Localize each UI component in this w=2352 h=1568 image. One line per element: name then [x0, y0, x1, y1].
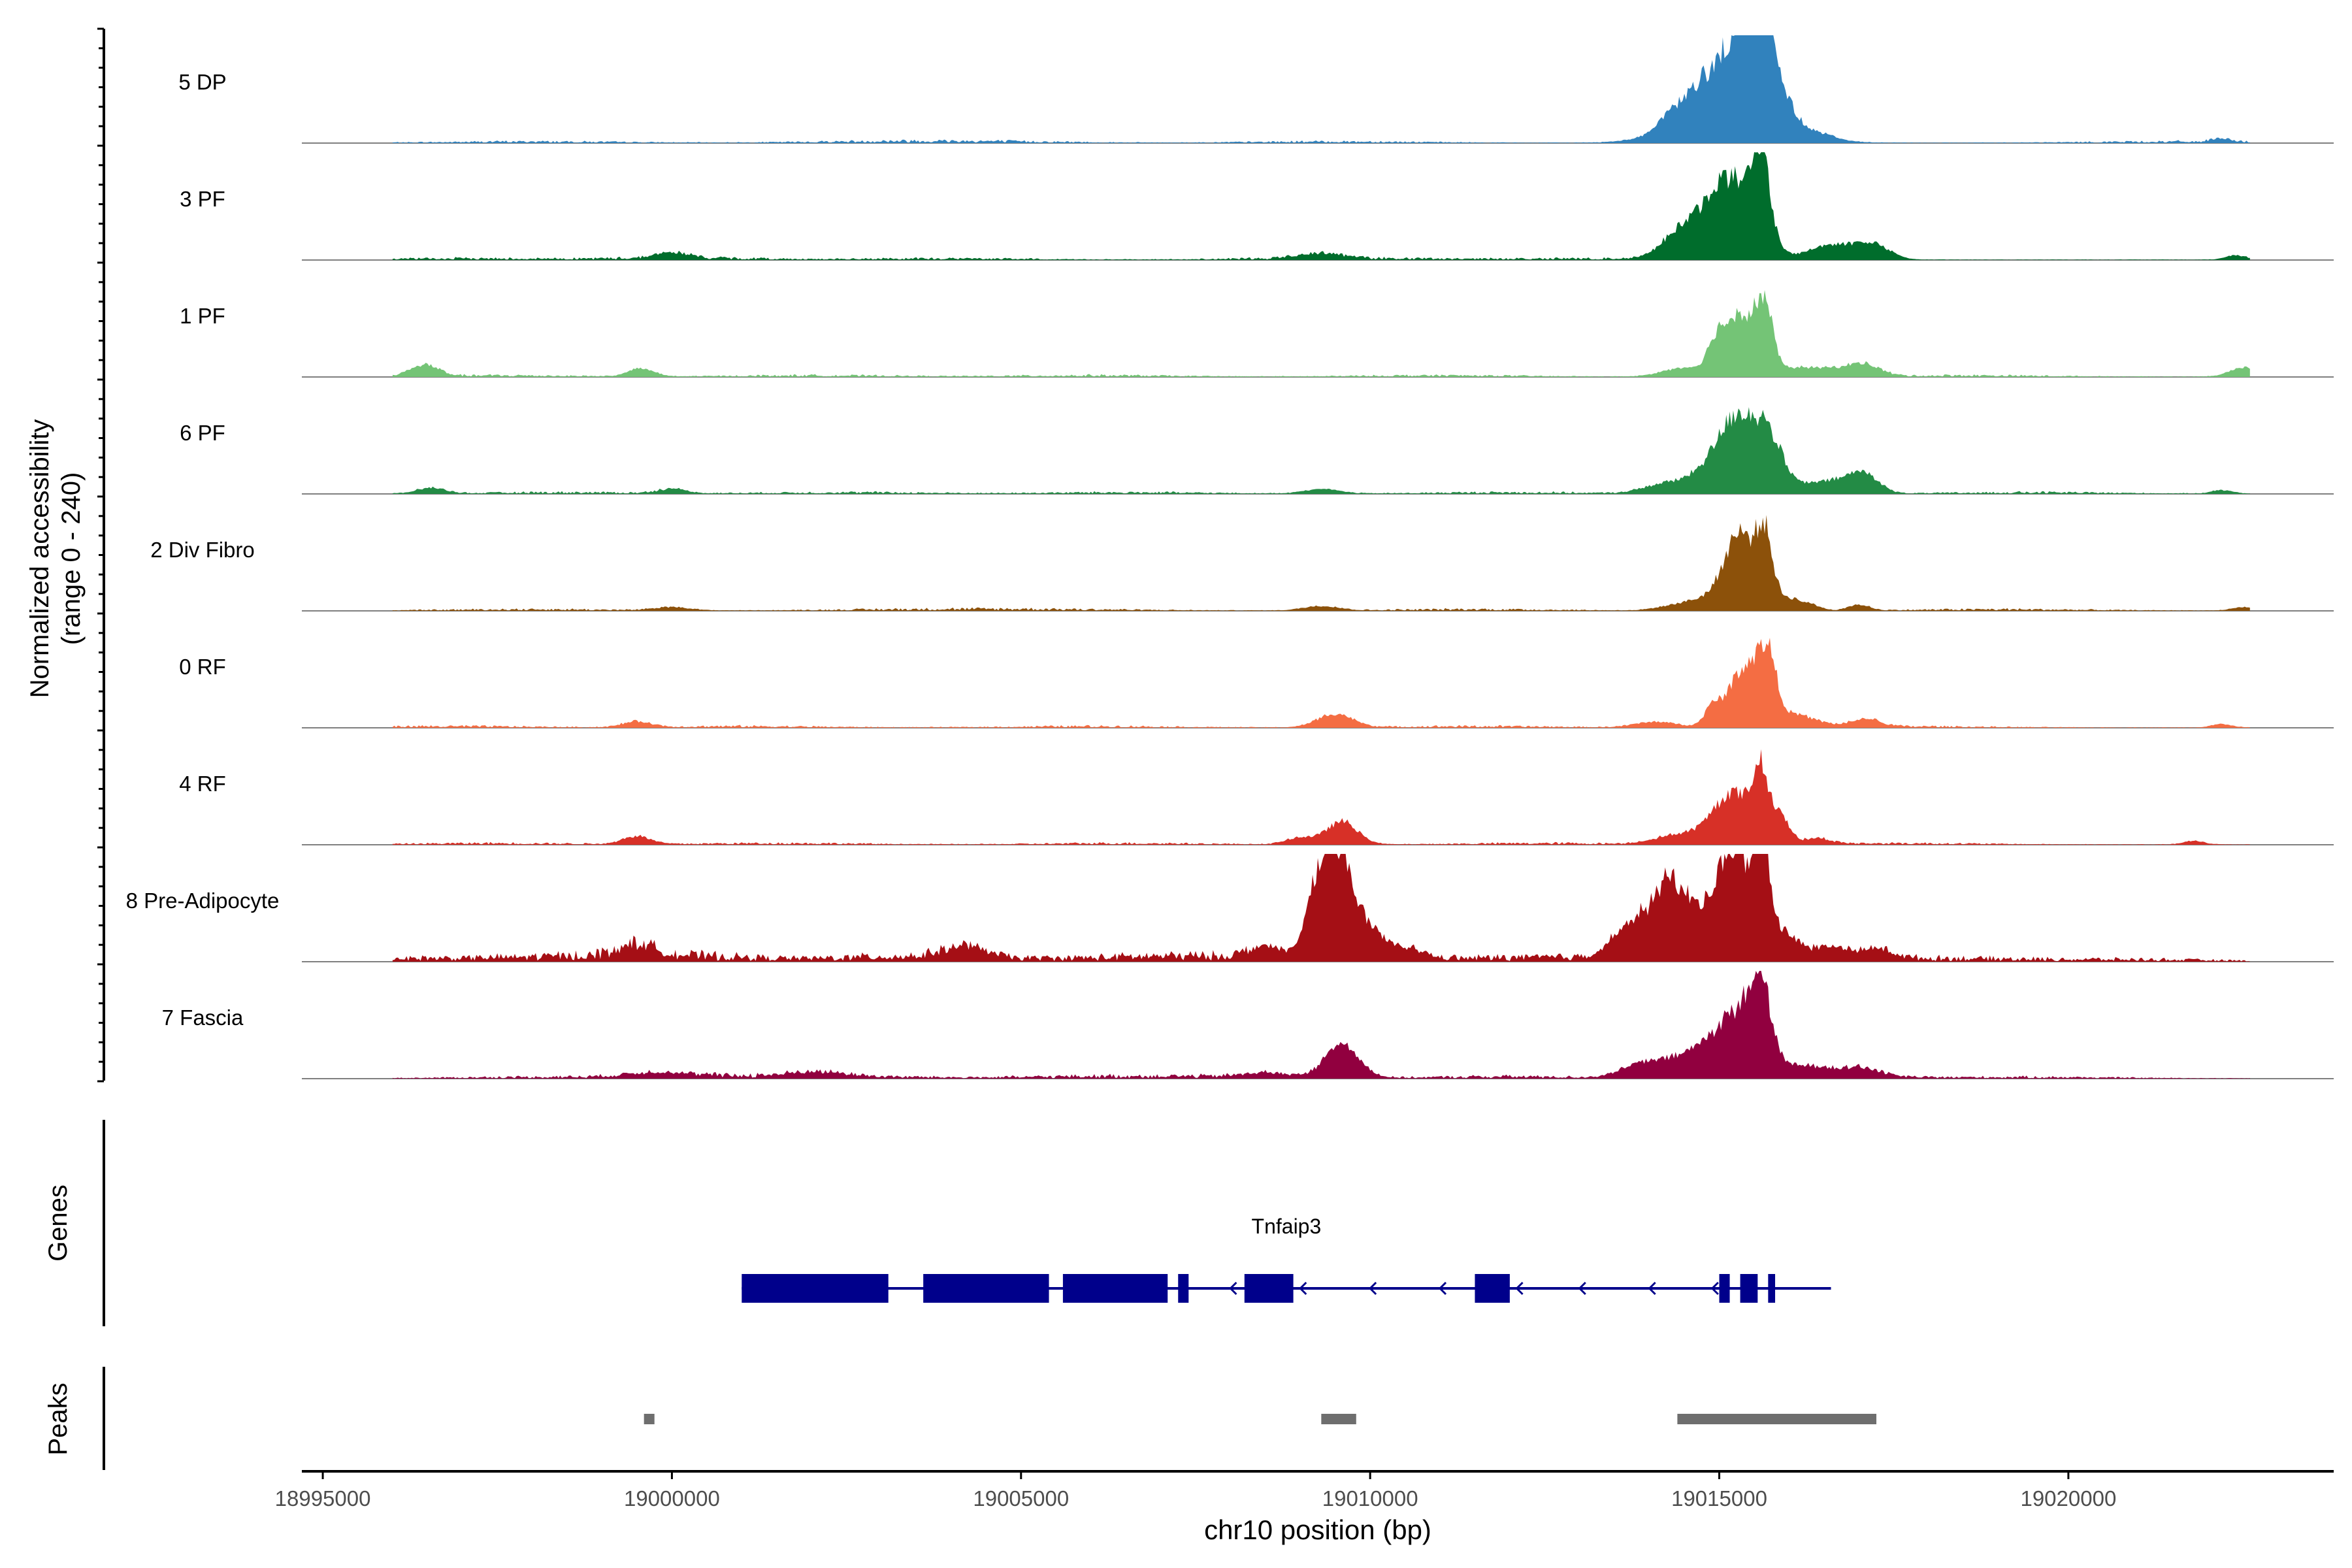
gene-track: Genes Tnfaip3 [44, 1120, 1831, 1326]
track-label: 7 Fascia [162, 1005, 244, 1030]
strand-arrow [1229, 1281, 1237, 1296]
coverage-area [392, 515, 2250, 611]
gene-exon [1244, 1274, 1294, 1303]
x-tick-label: 19015000 [1671, 1486, 1767, 1511]
strand-arrow [1710, 1281, 1719, 1296]
strand-arrow [1515, 1281, 1524, 1296]
track-label: 4 RF [179, 772, 226, 796]
peaks-track: Peaks [44, 1367, 1876, 1470]
coverage-area [392, 854, 2250, 962]
track-5-dp: 5 DP [178, 35, 2334, 144]
gene-exon [1719, 1274, 1730, 1303]
coverage-area [392, 35, 2250, 143]
gene-exon [742, 1274, 889, 1303]
track-3-pf: 3 PF [180, 152, 2334, 261]
x-tick-label: 19020000 [2020, 1486, 2116, 1511]
y-axis-label-line1: Normalized accessibility [25, 419, 54, 698]
track-label: 2 Div Fibro [150, 538, 255, 562]
strand-arrow [1299, 1281, 1307, 1296]
track-label: 0 RF [179, 655, 226, 679]
track-label: 6 PF [180, 421, 225, 445]
coverage-area [392, 289, 2250, 377]
track-6-pf: 6 PF [180, 407, 2334, 495]
x-tick-label: 18995000 [275, 1486, 371, 1511]
track-label: 1 PF [180, 304, 225, 328]
x-axis: 18995000 19000000 19005000 19010000 19015000… [275, 1470, 2334, 1545]
strand-arrow [1438, 1281, 1447, 1296]
coverage-area [392, 638, 2250, 728]
strand-arrow [1369, 1281, 1377, 1296]
coverage-area [392, 971, 2250, 1079]
gene-exon [1768, 1274, 1776, 1303]
track-4-rf: 4 RF [179, 749, 2334, 845]
gene-exon [1475, 1274, 1510, 1303]
track-label: 8 Pre-Adipocyte [126, 889, 280, 913]
gene-exon [1062, 1274, 1168, 1303]
peak-region [1677, 1414, 1876, 1424]
gene-exon [923, 1274, 1049, 1303]
y-axis-ticks [97, 27, 104, 1083]
coverage-tracks: 5 DP 3 PF 1 PF 6 PF 2 Div Fibro 0 RF 4 RF 8 Pre… [126, 35, 2334, 1079]
track-8-pre-adipocyte: 8 Pre-Adipocyte [126, 854, 2334, 962]
coverage-area [392, 749, 2250, 845]
strand-arrow [1578, 1281, 1586, 1296]
coverage-area [392, 407, 2250, 494]
gene-exon [1740, 1274, 1758, 1303]
track-0-rf: 0 RF [179, 638, 2334, 728]
strand-arrow [1648, 1281, 1656, 1296]
peaks-panel-label: Peaks [44, 1382, 73, 1455]
peak-region [644, 1414, 655, 1424]
x-axis-ticks: 18995000 19000000 19005000 19010000 19015000… [275, 1471, 2116, 1511]
coverage-area [392, 152, 2250, 260]
genes-panel-label: Genes [44, 1184, 73, 1262]
gene-strand-arrows [1229, 1281, 1719, 1296]
track-2-div-fibro: 2 Div Fibro [150, 515, 2334, 612]
x-tick-label: 19005000 [973, 1486, 1069, 1511]
track-label: 5 DP [178, 70, 226, 94]
gene-exons [742, 1274, 1776, 1303]
gene-exon [1178, 1274, 1189, 1303]
x-tick-label: 19000000 [624, 1486, 720, 1511]
y-axis-label-line2: (range 0 - 240) [57, 472, 86, 645]
track-label: 3 PF [180, 187, 225, 211]
track-7-fascia: 7 Fascia [162, 971, 2334, 1079]
track-1-pf: 1 PF [180, 289, 2334, 378]
peak-regions [644, 1414, 1876, 1424]
peak-region [1321, 1414, 1356, 1424]
gene-name-label: Tnfaip3 [1252, 1215, 1322, 1238]
x-axis-label: chr10 position (bp) [1204, 1514, 1431, 1545]
x-tick-label: 19010000 [1322, 1486, 1418, 1511]
